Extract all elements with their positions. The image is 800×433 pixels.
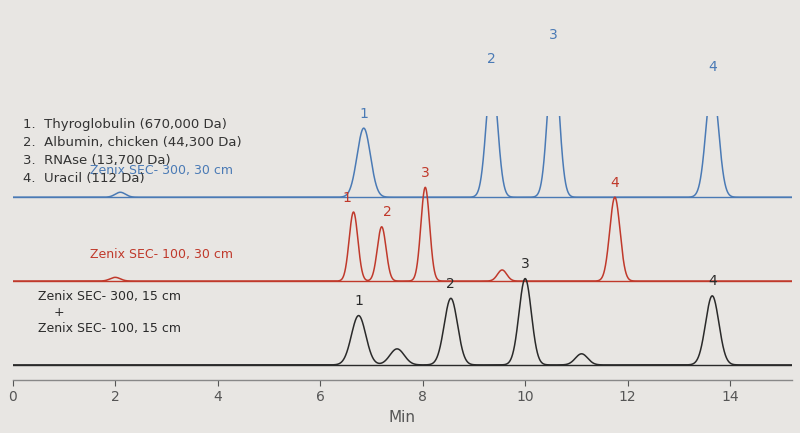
Text: 1: 1 — [354, 294, 363, 308]
X-axis label: Min: Min — [389, 410, 416, 425]
Text: 1: 1 — [343, 191, 352, 205]
Text: 1: 1 — [359, 107, 368, 121]
Text: 2: 2 — [383, 205, 392, 220]
Text: 2: 2 — [446, 277, 455, 291]
Text: 2: 2 — [487, 52, 496, 67]
Text: Zenix SEC- 300, 15 cm
    +
Zenix SEC- 100, 15 cm: Zenix SEC- 300, 15 cm + Zenix SEC- 100, … — [38, 290, 182, 335]
Text: 3: 3 — [549, 28, 558, 42]
Text: 4: 4 — [610, 176, 619, 190]
Text: 4: 4 — [708, 275, 717, 288]
Text: 4: 4 — [708, 60, 717, 74]
Text: Zenix SEC- 300, 30 cm: Zenix SEC- 300, 30 cm — [90, 165, 233, 178]
Text: 1.  Thyroglobulin (670,000 Da)
2.  Albumin, chicken (44,300 Da)
3.  RNAse (13,70: 1. Thyroglobulin (670,000 Da) 2. Albumin… — [23, 119, 242, 185]
Text: Zenix SEC- 100, 30 cm: Zenix SEC- 100, 30 cm — [90, 248, 233, 262]
Text: 3: 3 — [521, 257, 530, 271]
Text: 3: 3 — [421, 166, 430, 180]
